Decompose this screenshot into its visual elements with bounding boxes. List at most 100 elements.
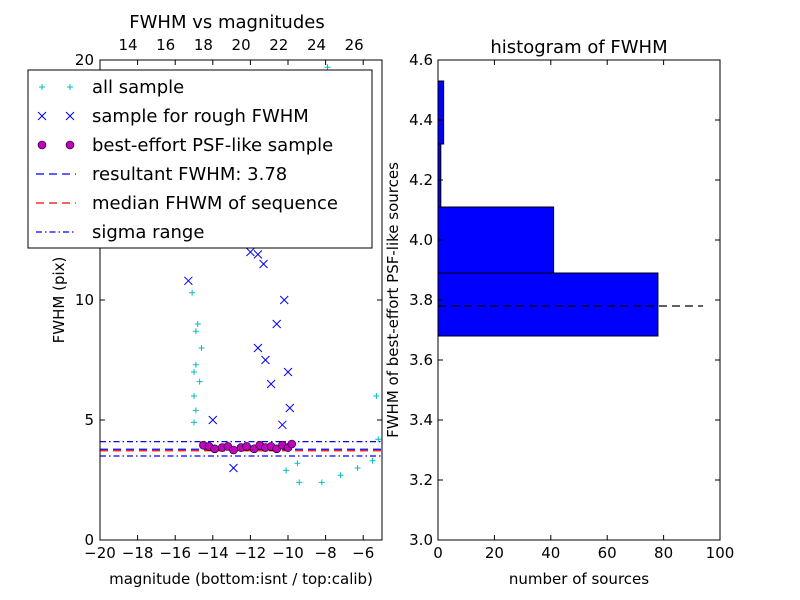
scatter-title: FWHM vs magnitudes [129,12,324,33]
series-0-point-2 [192,328,199,335]
histogram-x-tick-label: 0 [433,544,443,562]
scatter-y-axis-label: FWHM (pix) [50,257,68,344]
series-0-point-6 [196,378,203,385]
scatter-y-tick-label: 20 [75,51,94,69]
series-0-point-15 [354,465,361,471]
legend-label-1: sample for rough FWHM [92,106,309,127]
scatter-panel: −20 −18 −16 −14 −12 −10 −8 −6 14 16 18 20 22 24 26 0 5 10… [27,12,383,588]
series-0-point-0 [189,289,196,296]
scatter-x-tick-label: −16 [159,544,191,562]
series-0-point-14 [337,472,344,479]
histogram-y-tick-label: 4.6 [409,51,433,69]
histogram-axis-ticks: 0 20 40 60 80 100 3.0 3.2 3.4 3.6 3.8 4.0 4.2 4.4 4.6 [409,51,734,562]
legend-label-4: median FHWM of sequence [92,193,338,214]
series-2-point-2 [210,444,219,454]
legend-marker-2b [65,140,75,150]
series-0-point-8 [192,407,199,414]
scatter-top-tick-label: 16 [156,36,175,54]
histogram-y-tick-label: 3.0 [409,531,433,549]
series-1-point-12 [283,367,293,377]
histogram-y-tick-label: 4.4 [409,111,433,129]
histogram-y-axis-label: FWHM of best-effort PSF-like sources [384,162,402,438]
scatter-legend: all sample sample for rough FWHM best-effo… [27,69,373,249]
scatter-axis-ticks: −20 −18 −16 −14 −12 −10 −8 −6 14 16 18 20 22 24 26 0 5 10… [75,36,382,562]
histogram-y-tick-label: 4.0 [409,231,433,249]
legend-marker-1b [65,111,75,121]
histogram-x-tick-label: 40 [541,544,560,562]
scatter-top-tick-label: 18 [194,36,213,54]
legend-marker-0b [67,84,73,90]
histogram-y-tick-label: 3.8 [409,291,433,309]
series-0-point-5 [191,369,197,375]
series-0-point-4 [192,361,199,368]
series-1-point-13 [285,403,295,413]
series-0-point-19 [324,64,331,71]
scatter-x-tick-label: −6 [352,544,374,562]
series-0-point-1 [194,321,201,327]
scatter-y-tick-label: 5 [84,411,94,429]
histogram-data-layer [437,80,704,337]
series-1-point-8 [266,379,276,389]
legend-label-2: best-effort PSF-like sample [92,135,333,156]
scatter-x-tick-label: −18 [122,544,154,562]
scatter-top-tick-label: 22 [269,36,288,54]
histogram-title: histogram of FWHM [490,37,667,58]
series-0-point-18 [373,393,380,399]
series-0-point-10 [283,467,290,474]
scatter-y-tick-label: 0 [84,531,94,549]
series-0-point-16 [369,457,376,464]
legend-marker-2 [37,140,47,150]
histogram-x-tick-label: 20 [485,544,504,562]
series-1-point-14 [278,420,287,430]
histogram-x-tick-label: 100 [706,544,735,562]
series-1-point-2 [229,463,238,473]
series-0-point-11 [294,460,301,467]
histogram-panel: 0 20 40 60 80 1003.03.23.43.63.84.04.24.44.6 … [384,37,734,588]
series-1-point-7 [261,355,270,365]
series-1-point-0 [184,276,193,286]
scatter-top-tick-label: 20 [232,36,251,54]
histogram-y-tick-label: 4.2 [409,171,433,189]
legend-marker-1 [37,111,47,121]
histogram-y-tick-label: 3.6 [409,351,433,369]
scatter-x-tick-label: −20 [84,544,116,562]
histogram-bar-0 [437,272,659,337]
series-2-point-15 [287,439,297,449]
legend-marker-0 [39,84,45,90]
series-0-point-17 [375,436,382,443]
series-1-point-5 [259,259,268,269]
series-0-point-7 [191,393,197,399]
series-1-point-3 [246,247,255,257]
legend-items: all sample sample for rough FWHM best-effo… [36,77,338,243]
legend-label-0: all sample [92,77,184,98]
series-0-point-13 [318,479,325,486]
legend-box [27,69,373,249]
scatter-x-tick-label: −8 [315,544,337,562]
scatter-x-tick-label: −14 [197,544,229,562]
series-1-point-9 [272,319,282,329]
series-2-point-5 [229,445,238,455]
series-1-point-11 [279,295,289,305]
series-0-point-12 [296,479,303,486]
histogram-y-tick-label: 3.4 [409,411,433,429]
scatter-x-tick-label: −10 [272,544,304,562]
scatter-top-tick-label: 26 [345,36,364,54]
series-1-point-1 [208,415,218,425]
series-2-point-7 [242,442,251,451]
series-0-point-3 [198,345,205,351]
histogram-y-tick-label: 3.2 [409,471,433,489]
histogram-bar-1 [437,206,555,274]
scatter-y-tick-label: 10 [75,291,94,309]
series-1-point-6 [253,343,263,353]
scatter-top-tick-label: 14 [118,36,137,54]
legend-label-3: resultant FWHM: 3.78 [92,164,287,185]
legend-label-5: sigma range [92,222,204,243]
scatter-x-tick-label: −12 [235,544,267,562]
scatter-x-axis-label: magnitude (bottom:isnt / top:calib) [109,570,373,588]
histogram-x-tick-label: 60 [598,544,617,562]
series-0-point-9 [191,419,197,426]
series-1-point-4 [253,250,263,259]
scatter-top-tick-label: 24 [307,36,326,54]
histogram-x-tick-label: 80 [654,544,673,562]
